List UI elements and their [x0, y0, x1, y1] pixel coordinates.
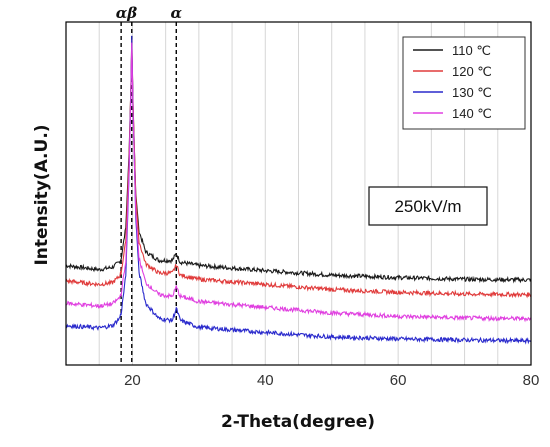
- peak-annotation: α: [170, 4, 182, 22]
- x-tick-label: 20: [124, 372, 141, 389]
- peak-annotations: αβ α: [116, 4, 183, 22]
- x-axis-label: 2-Theta(degree): [221, 412, 375, 432]
- series-line: [65, 39, 532, 299]
- series-line: [65, 45, 532, 284]
- x-tick-label: 60: [390, 372, 407, 389]
- legend: 110 ℃ 120 ℃ 130 ℃ 140 ℃: [402, 36, 526, 130]
- reference-lines: [120, 22, 177, 365]
- field-label-frame: [368, 186, 488, 226]
- legend-label: 130 ℃: [452, 85, 492, 100]
- legend-label: 110 ℃: [452, 43, 491, 58]
- x-tick-label: 40: [257, 372, 274, 389]
- x-ticks: 20 40 60 80: [124, 372, 539, 389]
- series-lines: [65, 35, 532, 345]
- field-label: 250kV/m: [394, 197, 461, 216]
- field-label-box: 250kV/m: [368, 186, 488, 226]
- series-line: [65, 35, 532, 345]
- legend-label: 120 ℃: [452, 64, 492, 79]
- plot-frame: [65, 21, 532, 366]
- legend-box: [402, 36, 526, 130]
- x-tick-label: 80: [523, 372, 540, 389]
- series-line: [65, 42, 532, 323]
- legend-label: 140 ℃: [452, 106, 492, 121]
- y-axis-label: Intensity(A.U.): [32, 124, 52, 265]
- peak-annotation: αβ: [116, 4, 138, 22]
